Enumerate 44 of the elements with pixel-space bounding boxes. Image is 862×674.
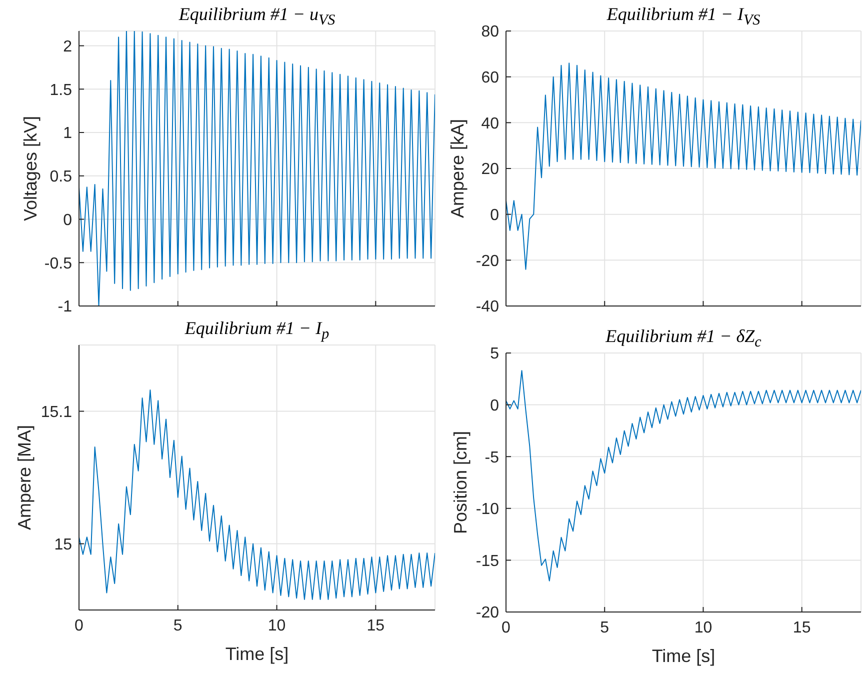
y-tick-label: 0 [490, 397, 500, 414]
x-tick-label: 5 [173, 617, 182, 634]
x-tick-label: 10 [694, 619, 712, 636]
x-axis-title: Time [s] [652, 646, 716, 666]
line-series [79, 31, 435, 306]
x-tick-label: 0 [74, 617, 84, 634]
x-tick-label: 15 [792, 619, 811, 636]
chart-title: Equilibrium #1 − I$_{VS}$ [606, 4, 762, 30]
y-tick-label: 1.5 [50, 82, 72, 99]
y-tick-label: 2 [63, 38, 72, 56]
y-axis-title: Ampere [kA] [447, 118, 468, 218]
x-tick-label: 10 [268, 617, 286, 634]
y-tick-label: -20 [476, 252, 500, 270]
y-tick-label: -40 [476, 298, 500, 316]
y-tick-label: -5 [484, 449, 500, 466]
x-tick-label: 5 [600, 619, 610, 636]
y-tick-label: 15 [54, 536, 72, 554]
line-series [506, 62, 861, 270]
y-axis-title: Ampere [MA] [14, 424, 34, 530]
x-tick-label: 0 [502, 619, 511, 636]
line-series [506, 370, 861, 582]
y-tick-label: 5 [490, 346, 500, 363]
y-axis-title: Voltages [kV] [20, 116, 40, 222]
y-tick-label: -15 [476, 552, 500, 570]
x-tick-label: 15 [366, 617, 385, 634]
y-tick-label: 15.1 [40, 404, 72, 421]
y-axis-title: Position [cm] [450, 430, 470, 534]
y-tick-label: 40 [481, 115, 500, 132]
y-tick-label: 1 [63, 125, 72, 142]
line-series [79, 390, 435, 600]
y-tick-label: 60 [481, 70, 500, 87]
y-tick-label: -0.5 [44, 255, 72, 272]
y-tick-label: 20 [481, 161, 500, 178]
y-tick-label: 0 [490, 207, 500, 224]
chart-title: Equilibrium #1 − δZ$_{c}$ [604, 326, 762, 352]
y-tick-label: 80 [481, 24, 500, 41]
chart-title: Equilibrium #1 − u$_{VS}$ [178, 4, 336, 30]
x-axis-title: Time [s] [225, 644, 289, 664]
y-tick-label: -20 [476, 604, 500, 622]
y-tick-label: 0.5 [50, 168, 72, 186]
y-tick-label: -10 [476, 501, 500, 518]
chart-title: Equilibrium #1 − I$_{p}$ [184, 318, 330, 344]
y-tick-label: -1 [58, 298, 72, 316]
y-tick-label: 0 [63, 212, 72, 229]
